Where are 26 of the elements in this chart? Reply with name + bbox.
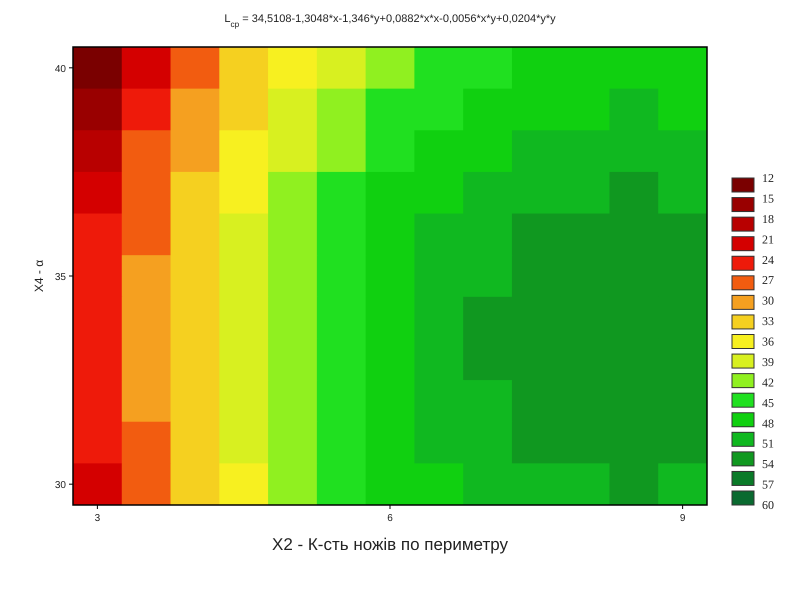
color-bar-label: 57 bbox=[762, 478, 774, 492]
color-bar-label: 27 bbox=[762, 273, 774, 288]
y-tick-label: 35 bbox=[54, 272, 66, 283]
color-bar-label: 42 bbox=[762, 375, 774, 390]
color-bar-label: 51 bbox=[762, 436, 774, 451]
color-bar-label: 45 bbox=[762, 396, 774, 410]
color-bar-label: 36 bbox=[762, 334, 774, 348]
y-tick-label: 30 bbox=[54, 480, 66, 492]
y-tick-label: 40 bbox=[54, 64, 66, 75]
color-bar-label: 39 bbox=[762, 354, 774, 369]
chart-title: L$_{ср}$ = 34,5108-1,3048*x-1,346*y+0,0882*x*x-0,0056*x*y+0,0204*y*y bbox=[224, 13, 556, 28]
color-bar-label: 21 bbox=[762, 232, 774, 246]
color-bar-label: 48 bbox=[762, 416, 774, 430]
color-bar-label: 24 bbox=[762, 252, 774, 267]
color-bar-label: 15 bbox=[762, 191, 774, 206]
x-tick-label: 9 bbox=[680, 513, 686, 524]
x-tick-label: 6 bbox=[387, 513, 394, 524]
color-bar-label: 60 bbox=[762, 498, 774, 512]
color-bar-label: 12 bbox=[762, 171, 774, 185]
x-axis-title: X2 - К-сть ножів по периметру bbox=[272, 535, 508, 554]
x-tick-label: 3 bbox=[94, 513, 101, 524]
y-axis-title: X4 - α bbox=[32, 260, 46, 292]
color-bar-label: 54 bbox=[762, 457, 774, 472]
color-bar-label: 18 bbox=[762, 212, 774, 226]
color-bar-label: 30 bbox=[762, 294, 774, 308]
color-bar-label: 33 bbox=[762, 314, 774, 328]
